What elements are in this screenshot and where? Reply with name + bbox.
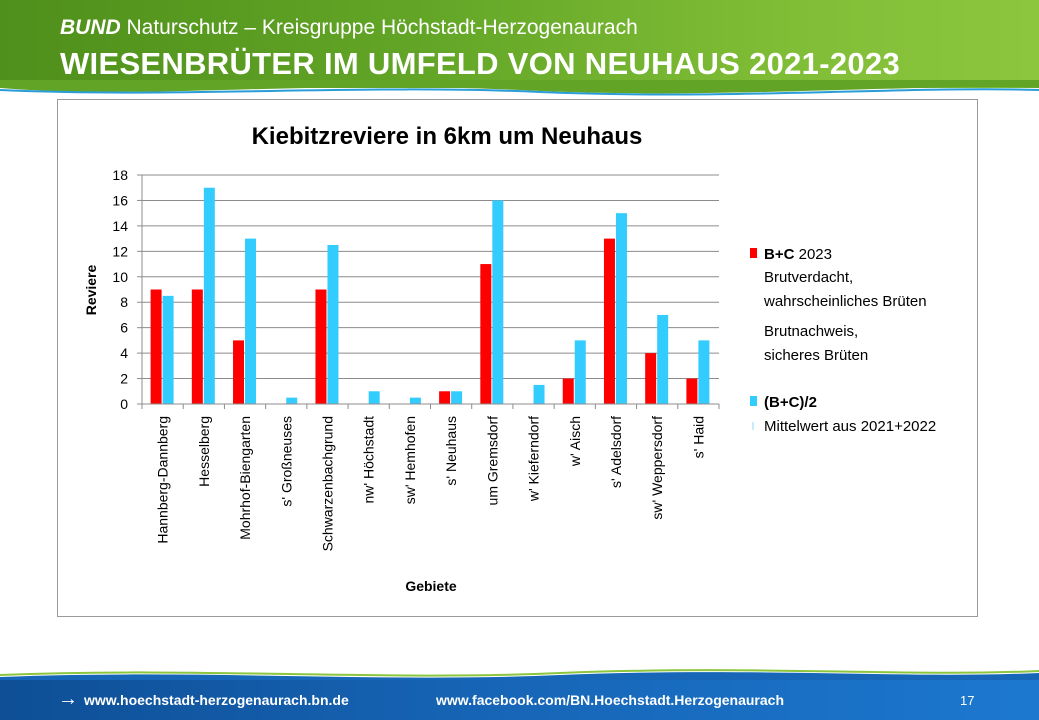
legend-swatch-red bbox=[750, 248, 757, 258]
legend-red-title: B+C 2023 bbox=[764, 246, 832, 263]
bar-bc2023-4 bbox=[315, 289, 327, 404]
facebook-link[interactable]: www.facebook.com/BN.Hoechstadt.Herzogena… bbox=[436, 692, 784, 708]
y-tick-label: 8 bbox=[120, 294, 128, 310]
legend-blue-line2: Mittelwert aus 2021+2022 bbox=[764, 418, 936, 435]
bar-bc2023-12 bbox=[645, 353, 657, 404]
y-tick-label: 2 bbox=[120, 371, 128, 387]
x-tick-label: sw' Weppersdorf bbox=[649, 416, 665, 520]
x-tick-label: w' Aisch bbox=[567, 416, 583, 467]
bar-mean-0 bbox=[162, 295, 174, 404]
page-number: 17 bbox=[960, 693, 975, 708]
organization-line: BUND Naturschutz – Kreisgruppe Höchstadt… bbox=[60, 16, 638, 40]
bar-bc2023-11 bbox=[603, 238, 615, 404]
slide-title: WIESENBRÜTER IM UMFELD VON NEUHAUS 2021-… bbox=[60, 46, 901, 81]
slide-header: BUND Naturschutz – Kreisgruppe Höchstadt… bbox=[0, 0, 1039, 88]
x-tick-label: w' Kieferndorf bbox=[526, 416, 542, 502]
chart-legend: B+C 2023 Brutverdacht, wahrscheinliches … bbox=[750, 246, 936, 435]
legend-red-line3: wahrscheinliches Brüten bbox=[763, 293, 927, 310]
bar-mean-11 bbox=[615, 213, 627, 404]
bar-mean-9 bbox=[533, 384, 545, 404]
y-axis-label: Reviere bbox=[83, 264, 99, 315]
legend-red-line5: sicheres Brüten bbox=[764, 347, 868, 364]
bar-mean-6 bbox=[409, 397, 421, 404]
bar-mean-7 bbox=[451, 391, 463, 404]
y-axis-ticks: 0 2 4 6 8 10 12 14 16 18 bbox=[112, 167, 142, 412]
slide-footer: → www.hoechstadt-herzogenaurach.bn.de ww… bbox=[0, 680, 1039, 720]
bar-mean-13 bbox=[698, 340, 710, 404]
legend-red-line4: Brutnachweis, bbox=[764, 323, 858, 340]
y-tick-label: 10 bbox=[112, 269, 128, 285]
y-tick-label: 12 bbox=[112, 243, 128, 259]
x-tick-label: s' Großneuses bbox=[278, 416, 294, 507]
bar-bc2023-2 bbox=[233, 340, 245, 404]
bar-bc2023-1 bbox=[191, 289, 203, 404]
bar-mean-8 bbox=[492, 200, 504, 404]
y-tick-label: 18 bbox=[112, 167, 128, 183]
chart-frame: Kiebitzreviere in 6km um Neuhaus 0 2 4 6 8 10… bbox=[57, 99, 978, 617]
y-tick-label: 0 bbox=[120, 396, 128, 412]
x-tick-label: um Gremsdorf bbox=[484, 416, 500, 506]
x-tick-label: sw' Hemhofen bbox=[402, 416, 418, 504]
bar-mean-3 bbox=[286, 397, 298, 404]
bar-bc2023-7 bbox=[439, 391, 451, 404]
x-tick-label: Mohrhof-Biengarten bbox=[237, 416, 253, 540]
x-tick-label: nw' Höchstadt bbox=[361, 416, 377, 504]
bar-bc2023-0 bbox=[150, 289, 162, 404]
chart-title: Kiebitzreviere in 6km um Neuhaus bbox=[252, 123, 643, 150]
y-tick-label: 14 bbox=[112, 218, 128, 234]
bar-mean-10 bbox=[574, 340, 586, 404]
bar-bc2023-13 bbox=[686, 378, 698, 404]
org-name-bold: BUND bbox=[60, 16, 121, 39]
x-tick-label: s' Adelsdorf bbox=[608, 416, 624, 488]
x-tick-label: Schwarzenbachgrund bbox=[319, 416, 335, 551]
chart-bars bbox=[150, 187, 710, 404]
x-axis-ticks: Hannberg-Dannberg Hesselberg Mohrhof-Bieng… bbox=[141, 404, 720, 551]
legend-red-line2: Brutverdacht, bbox=[764, 269, 853, 286]
bar-mean-2 bbox=[245, 238, 257, 404]
bar-mean-5 bbox=[368, 391, 380, 404]
y-tick-label: 6 bbox=[120, 320, 128, 336]
y-tick-label: 4 bbox=[120, 345, 128, 361]
x-axis-label: Gebiete bbox=[405, 578, 457, 594]
x-tick-label: s' Neuhaus bbox=[443, 416, 459, 486]
bar-bc2023-8 bbox=[480, 264, 492, 404]
legend-blue-title: (B+C)/2 bbox=[764, 394, 817, 411]
website-link[interactable]: www.hoechstadt-herzogenaurach.bn.de bbox=[84, 692, 349, 708]
x-tick-label: Hannberg-Dannberg bbox=[155, 416, 171, 544]
y-tick-label: 16 bbox=[112, 192, 128, 208]
bar-chart: Kiebitzreviere in 6km um Neuhaus 0 2 4 6 8 10… bbox=[83, 123, 936, 594]
bar-bc2023-10 bbox=[562, 378, 574, 404]
bar-mean-4 bbox=[327, 244, 339, 404]
header-wave-divider bbox=[0, 80, 1039, 96]
legend-swatch-blue bbox=[750, 396, 757, 406]
x-tick-label: s' Haid bbox=[690, 416, 706, 458]
chart-gridlines bbox=[142, 174, 719, 380]
bar-mean-1 bbox=[203, 187, 215, 404]
legend-swatch-blue-small bbox=[752, 422, 754, 430]
org-name-rest: Naturschutz – Kreisgruppe Höchstadt-Herz… bbox=[120, 16, 638, 39]
arrow-right-icon: → bbox=[58, 688, 78, 710]
x-tick-label: Hesselberg bbox=[196, 416, 212, 487]
bar-mean-12 bbox=[657, 314, 669, 404]
